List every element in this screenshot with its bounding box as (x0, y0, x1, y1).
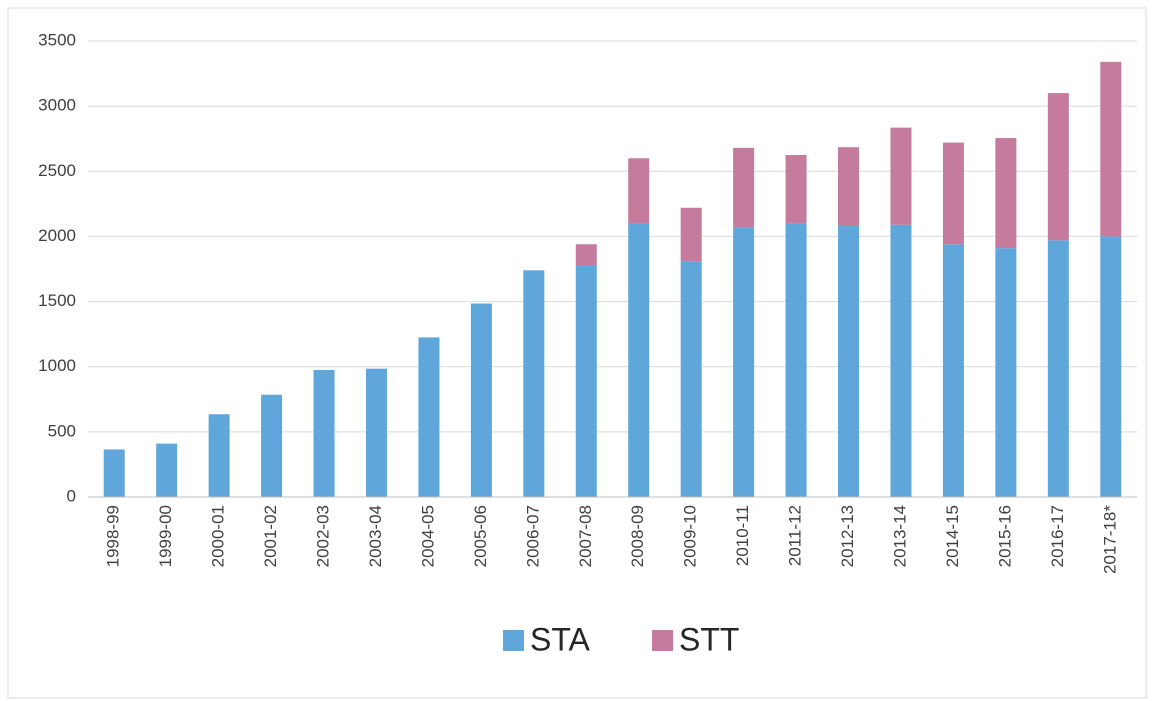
bar-segment (1100, 61, 1122, 237)
y-tick-label: 2500 (38, 161, 76, 180)
bar-segment (733, 147, 755, 228)
x-tick-label: 2012-13 (838, 505, 857, 567)
bar-segment (995, 138, 1017, 249)
bar-segment (942, 244, 964, 497)
bar-segment (208, 414, 230, 497)
x-tick-label: 2011-12 (786, 505, 805, 566)
x-tick-label: 2006-07 (523, 505, 542, 567)
bar-segment (575, 265, 597, 497)
bar-segment (365, 368, 387, 497)
y-tick-label: 0 (67, 486, 76, 505)
bar-segment (261, 394, 283, 497)
chart-frame (7, 7, 1147, 699)
bar-segment (942, 142, 964, 245)
legend-label: STT (679, 621, 739, 657)
x-tick-label: 2005-06 (471, 505, 490, 567)
bar-segment (785, 155, 807, 224)
x-tick-label: 2014-15 (943, 505, 962, 567)
bar-segment (156, 443, 178, 497)
legend-label: STA (530, 621, 591, 657)
x-tick-label: 2010-11 (733, 505, 752, 566)
y-tick-label: 2000 (38, 226, 76, 245)
bar-segment (838, 147, 860, 227)
legend: STA STT (503, 621, 739, 657)
legend-swatch (503, 630, 524, 651)
x-tick-label: 2003-04 (366, 505, 385, 567)
y-tick-label: 3500 (38, 30, 76, 49)
bar-segment (1100, 236, 1122, 497)
bar-segment (1047, 93, 1069, 241)
bar-segment (313, 369, 335, 497)
bar-segment (628, 158, 650, 224)
x-tick-label: 2009-10 (681, 505, 700, 567)
x-tick-label: 2007-08 (576, 505, 595, 567)
x-tick-label: 2004-05 (418, 505, 437, 567)
y-tick-label: 500 (48, 421, 76, 440)
bar-segment (680, 261, 702, 497)
bar-segment (103, 449, 125, 497)
x-tick-label: 2008-09 (628, 505, 647, 567)
bar-segment (470, 303, 492, 497)
bar-segment (523, 270, 545, 497)
x-tick-label: 2013-14 (890, 505, 909, 567)
bar-segment (785, 223, 807, 497)
bar-segment (628, 223, 650, 497)
bar-segment (733, 227, 755, 497)
bar-segment (418, 337, 440, 497)
y-tick-label: 1000 (38, 356, 76, 375)
bar-segment (1047, 240, 1069, 497)
bar-segment (838, 226, 860, 497)
y-tick-label: 3000 (38, 96, 76, 115)
x-tick-label: 2000-01 (209, 505, 228, 567)
x-tick-label: 2016-17 (1048, 505, 1067, 567)
y-tick-label: 1500 (38, 291, 76, 310)
bar-segment (890, 224, 912, 497)
x-tick-label: 2001-02 (261, 505, 280, 567)
bar-segment (890, 127, 912, 225)
bar-segment (680, 207, 702, 262)
x-tick-label: 2017-18* (1100, 505, 1119, 574)
bar-segment (995, 248, 1017, 497)
bar-segment (575, 244, 597, 266)
x-tick-label: 2015-16 (995, 505, 1014, 567)
x-tick-label: 2002-03 (314, 505, 333, 567)
x-tick-label: 1998-99 (104, 505, 123, 567)
x-tick-label: 1999-00 (156, 505, 175, 567)
legend-swatch (652, 630, 673, 651)
